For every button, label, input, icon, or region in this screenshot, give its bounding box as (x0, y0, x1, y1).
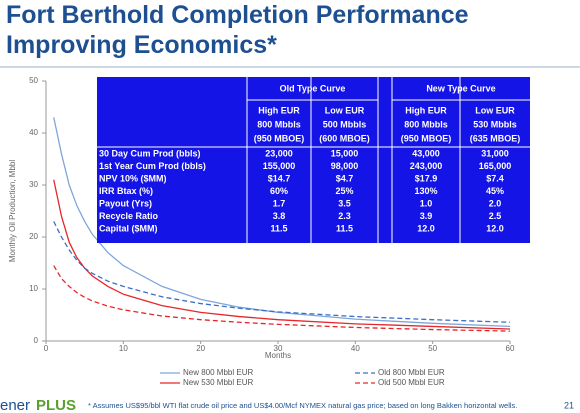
row-label: 1st Year Cum Prod (bbls) (99, 161, 206, 171)
table-cell: 1.0 (420, 198, 433, 208)
table-cell: 15,000 (331, 148, 359, 158)
row-label: NPV 10% ($MM) (99, 173, 167, 183)
column-header: 800 Mbbls (257, 119, 301, 129)
table-cell: $17.9 (415, 173, 438, 183)
y-tick-label: 40 (29, 128, 38, 137)
table-cell: 3.5 (338, 198, 351, 208)
x-axis-label: Months (265, 351, 291, 360)
table-cell: 25% (335, 186, 353, 196)
table-cell: 60% (270, 186, 288, 196)
table-cell: 155,000 (263, 161, 296, 171)
series-line (53, 117, 511, 328)
slide-title: Fort Berthold Completion Performance (6, 1, 469, 29)
table-cell: 243,000 (410, 161, 443, 171)
table-cell: 2.3 (338, 211, 351, 221)
table-cell: 2.0 (489, 198, 502, 208)
table-cell: 12.0 (417, 223, 435, 233)
column-header: Low EUR (325, 105, 365, 115)
logo: ener (0, 397, 30, 413)
y-tick-label: 50 (29, 76, 38, 85)
row-label: 30 Day Cum Prod (bbls) (99, 148, 201, 158)
row-label: Capital ($MM) (99, 223, 158, 233)
slide-title: Improving Economics* (6, 31, 277, 59)
series-line (53, 179, 511, 330)
table-cell: 2.5 (489, 211, 502, 221)
x-tick-label: 50 (428, 344, 437, 353)
table-cell: 31,000 (481, 148, 509, 158)
column-header: (635 MBOE) (470, 133, 521, 143)
table-cell: 3.9 (420, 211, 433, 221)
row-label: Recycle Ratio (99, 211, 159, 221)
table-cell: 130% (414, 186, 437, 196)
series-line (53, 221, 511, 323)
footnote: * Assumes US$95/bbl WTI flat crude oil p… (88, 401, 517, 410)
y-tick-label: 0 (34, 336, 39, 345)
group-header: Old Type Curve (280, 83, 346, 93)
table-cell: 12.0 (486, 223, 504, 233)
row-label: IRR Btax (%) (99, 186, 153, 196)
row-label: Payout (Yrs) (99, 198, 152, 208)
legend-label: Old 500 Mbbl EUR (378, 378, 445, 387)
y-tick-label: 20 (29, 232, 38, 241)
table-cell: 98,000 (331, 161, 359, 171)
table-cell: 11.5 (270, 223, 287, 233)
table-cell: 43,000 (412, 148, 440, 158)
group-header: New Type Curve (426, 83, 495, 93)
column-header: (950 MBOE) (254, 133, 305, 143)
page-number: 21 (564, 400, 574, 410)
table-cell: 11.5 (336, 223, 353, 233)
logo: PLUS (36, 397, 76, 413)
column-header: 800 Mbbls (404, 119, 448, 129)
y-axis-label: Monthly Oil Production, Mbbl (8, 160, 17, 262)
column-header: Low EUR (475, 105, 515, 115)
table-cell: 3.8 (273, 211, 286, 221)
x-tick-label: 60 (506, 344, 515, 353)
column-header: 530 Mbbls (473, 119, 517, 129)
legend-label: New 800 Mbbl EUR (183, 368, 253, 377)
legend-label: Old 800 Mbbl EUR (378, 368, 445, 377)
table-cell: 1.7 (273, 198, 286, 208)
table-cell: $14.7 (268, 173, 291, 183)
x-tick-label: 10 (119, 344, 128, 353)
x-tick-label: 20 (196, 344, 205, 353)
column-header: (600 MBOE) (319, 133, 370, 143)
table-cell: 165,000 (479, 161, 512, 171)
series-line (53, 265, 511, 332)
column-header: High EUR (405, 105, 447, 115)
column-header: 500 Mbbls (323, 119, 367, 129)
column-header: (950 MBOE) (401, 133, 452, 143)
y-tick-label: 10 (29, 284, 38, 293)
table-cell: 23,000 (265, 148, 293, 158)
y-tick-label: 30 (29, 180, 38, 189)
table-cell: $7.4 (486, 173, 504, 183)
column-header: High EUR (258, 105, 300, 115)
x-tick-label: 30 (274, 344, 283, 353)
table-cell: 45% (486, 186, 504, 196)
x-tick-label: 0 (44, 344, 49, 353)
table-background (97, 77, 530, 243)
table-cell: $4.7 (336, 173, 354, 183)
x-tick-label: 40 (351, 344, 360, 353)
legend-label: New 530 Mbbl EUR (183, 378, 253, 387)
